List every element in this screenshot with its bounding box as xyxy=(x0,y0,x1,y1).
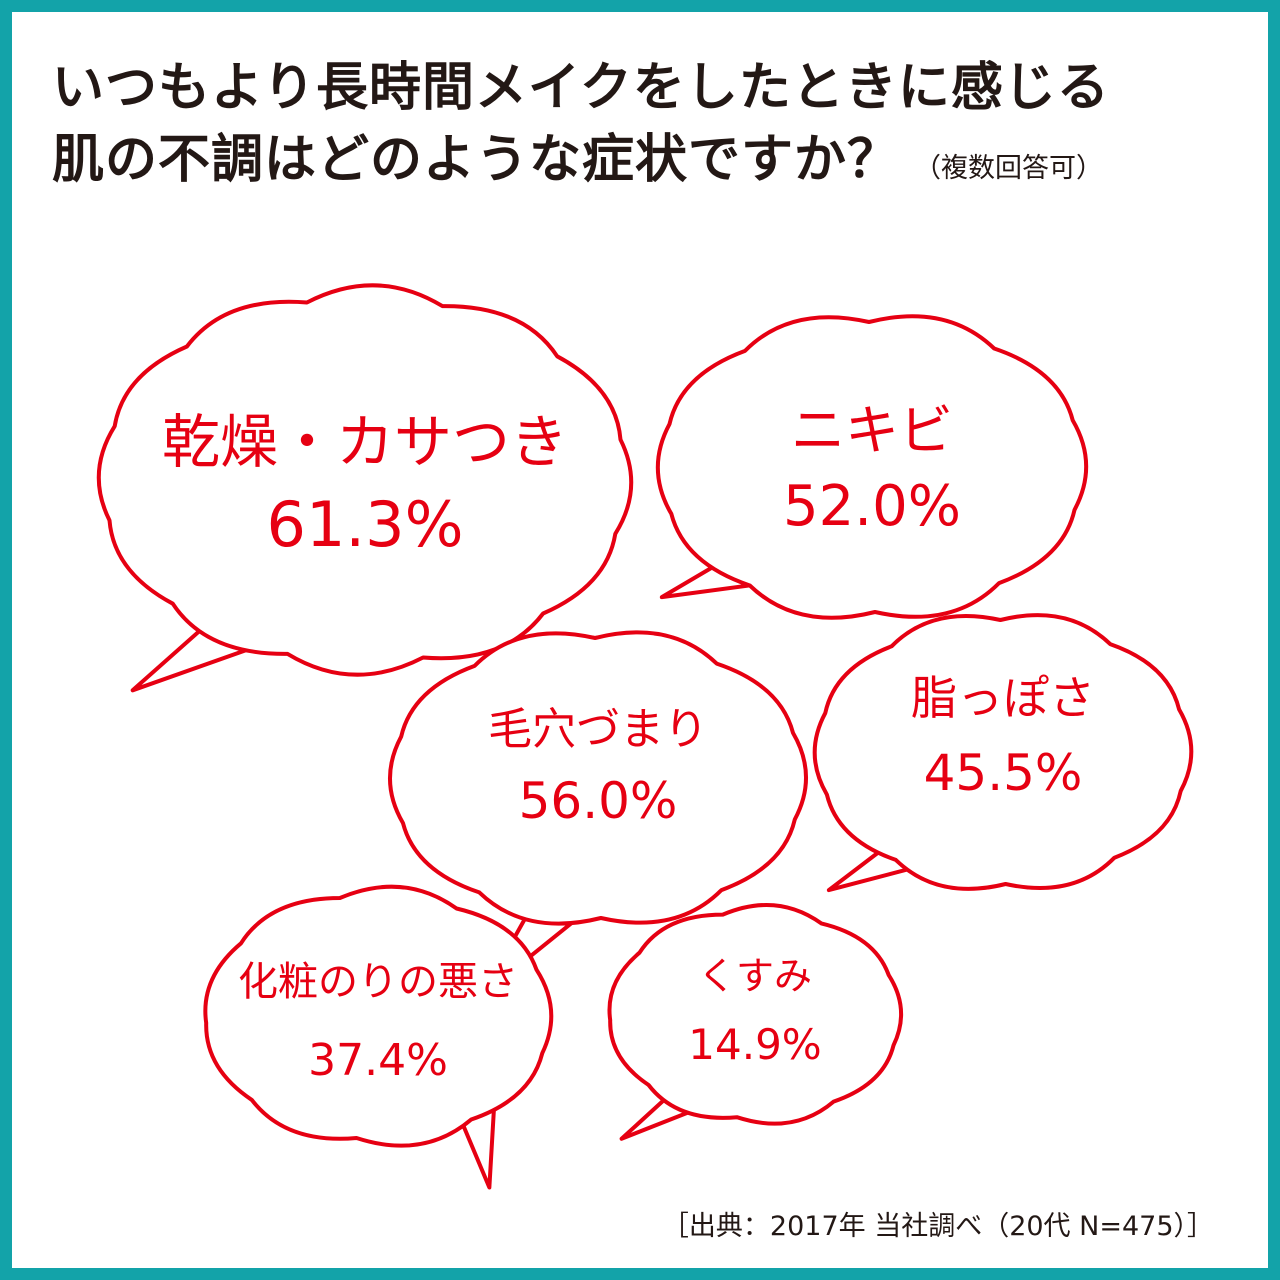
bubble-value: 56.0% xyxy=(519,772,678,830)
title-line-2: 肌の不調はどのような症状ですか？ xyxy=(52,130,901,190)
title-line-1: いつもより長時間メイクをしたときに感じる xyxy=(52,58,1110,118)
bubble-5: くすみ 14.9% xyxy=(607,903,904,1141)
page-title: いつもより長時間メイクをしたときに感じる 肌の不調はどのような症状ですか？ （複数… xyxy=(52,52,1110,205)
bubble-label: ニキビ xyxy=(791,399,953,462)
bubble-label: 毛穴づまり xyxy=(488,704,708,755)
bubble-value: 14.9% xyxy=(688,1020,821,1069)
bubble-cloud xyxy=(96,283,634,677)
bubble-cloud xyxy=(203,884,554,1148)
bubble-cloud xyxy=(607,903,904,1126)
bubble-label: くすみ xyxy=(698,954,812,998)
bubble-value: 37.4% xyxy=(308,1035,448,1086)
bubble-0: 乾燥・カサつき 61.3% xyxy=(96,283,634,693)
bubble-label: 化粧のりの悪さ xyxy=(238,959,518,1005)
source-note: ［出典：2017年 当社調べ（20代 N=475）］ xyxy=(661,1211,1214,1242)
bubble-label: 乾燥・カサつき xyxy=(162,408,568,476)
bubble-cloud xyxy=(655,314,1089,620)
bubble-cloud xyxy=(812,613,1194,891)
bubble-label: 脂っぽさ xyxy=(911,671,1095,725)
bubble-value: 45.5% xyxy=(924,744,1083,802)
title-note: （複数回答可） xyxy=(914,153,1104,184)
bubble-2: 毛穴づまり 56.0% xyxy=(388,630,808,997)
bubble-4: 化粧のりの悪さ 37.4% xyxy=(203,884,554,1190)
bubble-value: 61.3% xyxy=(267,488,464,561)
bubble-1: ニキビ 52.0% xyxy=(655,314,1089,620)
bubble-value: 52.0% xyxy=(783,474,961,539)
bubble-cloud xyxy=(388,630,808,926)
bubble-3: 脂っぽさ 45.5% xyxy=(812,613,1194,893)
